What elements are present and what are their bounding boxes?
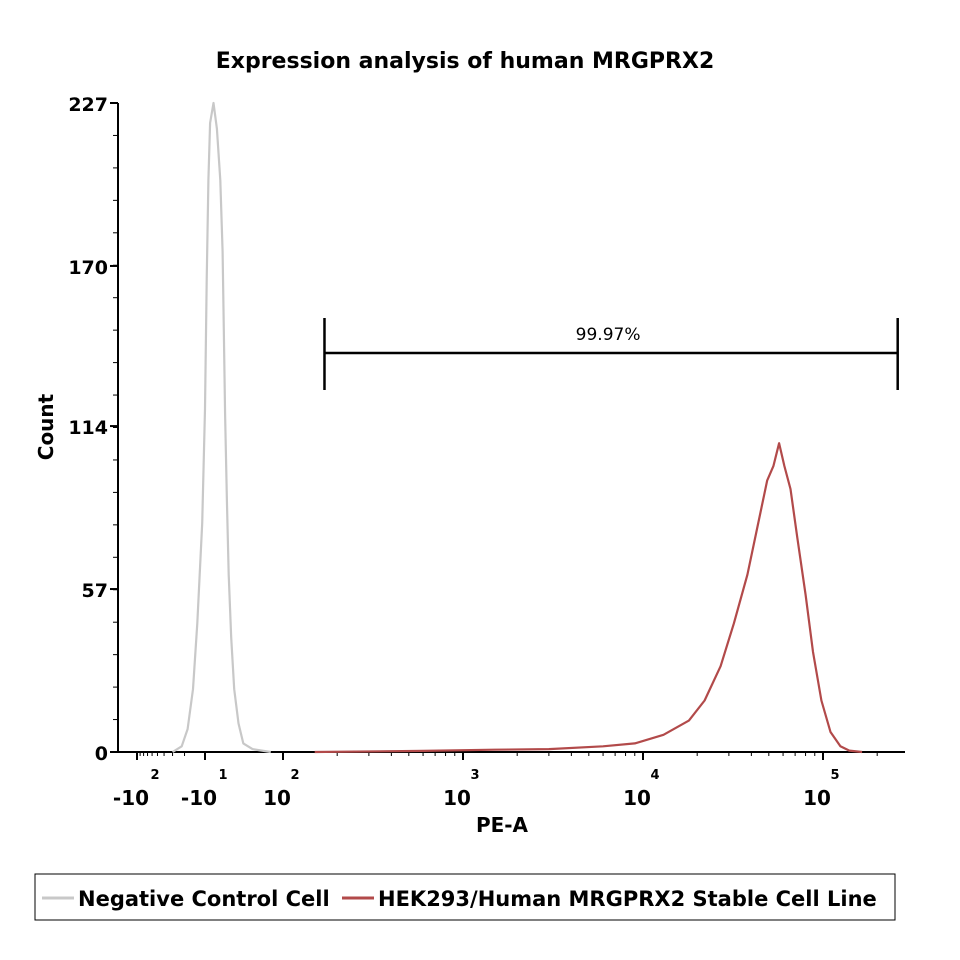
y-tick-label: 114 <box>68 417 108 439</box>
y-tick-label: 227 <box>68 94 108 116</box>
y-tick-label: 0 <box>95 743 108 765</box>
x-tick-base: -10 <box>113 786 149 810</box>
y-tick-label: 57 <box>82 580 108 602</box>
gate-marker: 99.97% <box>323 318 899 390</box>
x-tick-base: -10 <box>181 786 217 810</box>
x-tick-exponent: 2 <box>150 768 159 783</box>
legend: Negative Control Cell HEK293/Human MRGPR… <box>34 873 896 921</box>
legend-label-negative-control: Negative Control Cell <box>78 887 330 911</box>
series-group <box>172 101 863 754</box>
x-tick-base: 10 <box>263 786 291 810</box>
y-axis-ticks: 0 57 114 170 227 <box>68 94 118 765</box>
x-tick-base: 10 <box>803 786 831 810</box>
y-axis-label: Count <box>34 393 58 460</box>
series-negative-control <box>172 101 271 754</box>
y-tick-label: 170 <box>68 257 108 279</box>
x-tick-base: 10 <box>623 786 651 810</box>
series-mrgprx2 <box>314 442 863 754</box>
chart-title: Expression analysis of human MRGPRX2 <box>216 49 715 74</box>
x-tick-exponent: 4 <box>650 768 659 783</box>
x-tick-base: 10 <box>443 786 471 810</box>
x-tick-exponent: 5 <box>830 768 839 783</box>
legend-box <box>34 873 896 921</box>
x-tick-exponent: 2 <box>290 768 299 783</box>
legend-label-mrgprx2: HEK293/Human MRGPRX2 Stable Cell Line <box>378 887 877 911</box>
gate-percentage-label: 99.97% <box>576 325 641 345</box>
x-tick-exponent: 3 <box>470 768 479 783</box>
x-tick-exponent: 1 <box>218 768 227 783</box>
x-axis-label: PE-A <box>476 813 529 837</box>
